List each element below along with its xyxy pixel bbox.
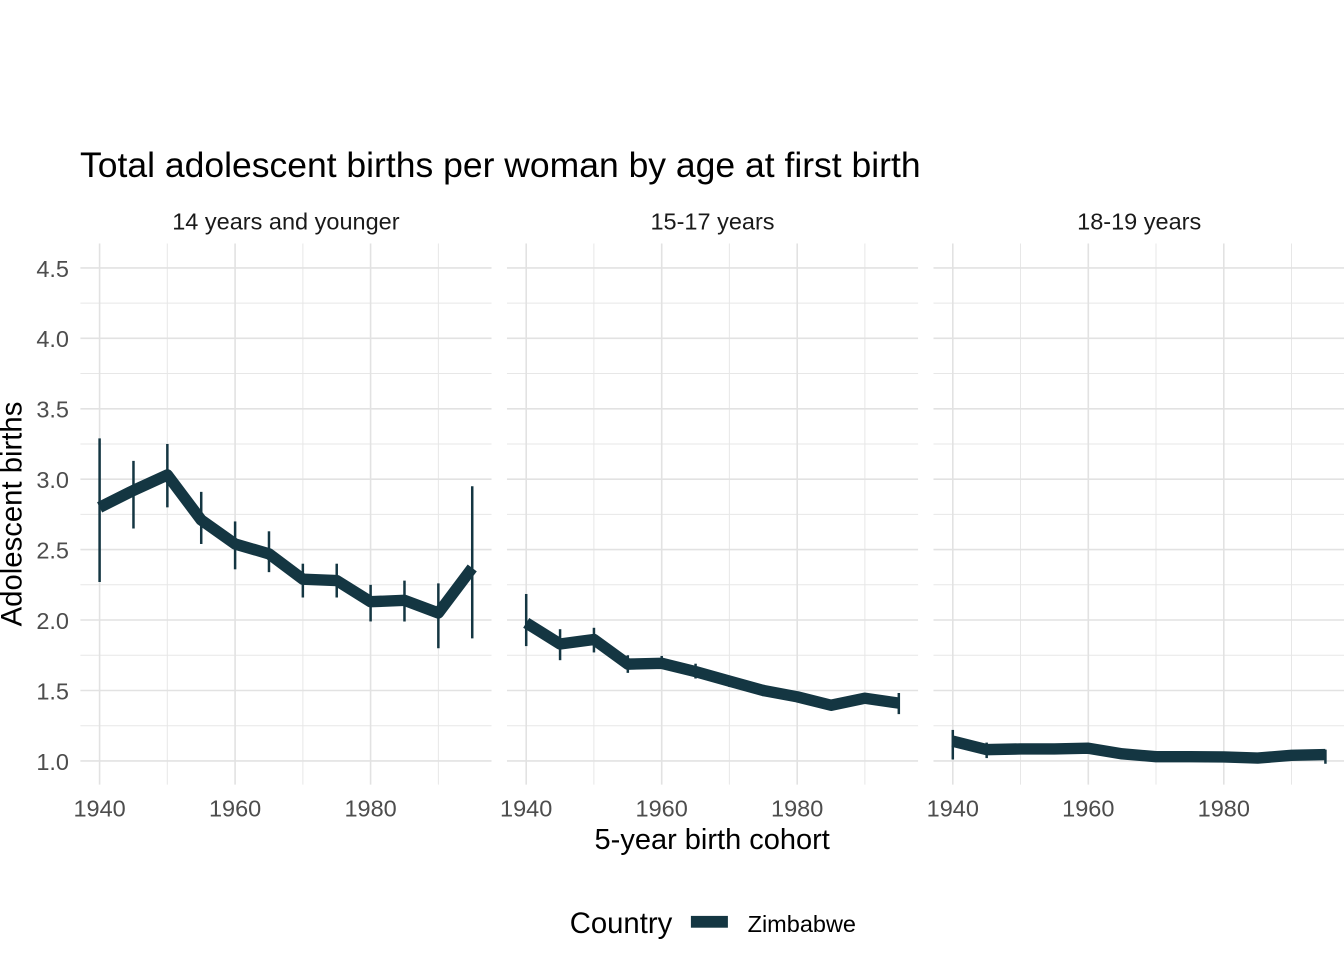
svg-text:5-year birth cohort: 5-year birth cohort <box>595 824 830 856</box>
svg-text:Adolescent births: Adolescent births <box>0 402 29 627</box>
svg-text:1940: 1940 <box>73 796 125 822</box>
svg-text:4.0: 4.0 <box>36 326 69 352</box>
svg-text:18-19 years: 18-19 years <box>1077 209 1201 235</box>
svg-text:2.0: 2.0 <box>36 608 69 634</box>
svg-text:3.0: 3.0 <box>36 467 69 493</box>
svg-text:2.5: 2.5 <box>36 538 69 564</box>
svg-text:1960: 1960 <box>1062 796 1114 822</box>
svg-text:3.5: 3.5 <box>36 397 69 423</box>
svg-text:4.5: 4.5 <box>36 256 69 282</box>
svg-text:1980: 1980 <box>771 796 823 822</box>
svg-text:1960: 1960 <box>636 796 688 822</box>
svg-text:14 years and younger: 14 years and younger <box>172 209 399 235</box>
svg-text:1980: 1980 <box>1198 796 1250 822</box>
svg-text:1.5: 1.5 <box>36 678 69 704</box>
svg-text:1940: 1940 <box>500 796 552 822</box>
svg-text:1980: 1980 <box>344 796 396 822</box>
svg-text:Total adolescent births per wo: Total adolescent births per woman by age… <box>80 145 921 185</box>
svg-text:1.0: 1.0 <box>36 749 69 775</box>
svg-text:15-17 years: 15-17 years <box>650 209 774 235</box>
svg-text:1960: 1960 <box>209 796 261 822</box>
svg-text:Country: Country <box>570 907 673 940</box>
svg-text:1940: 1940 <box>927 796 979 822</box>
svg-text:Zimbabwe: Zimbabwe <box>748 911 856 937</box>
